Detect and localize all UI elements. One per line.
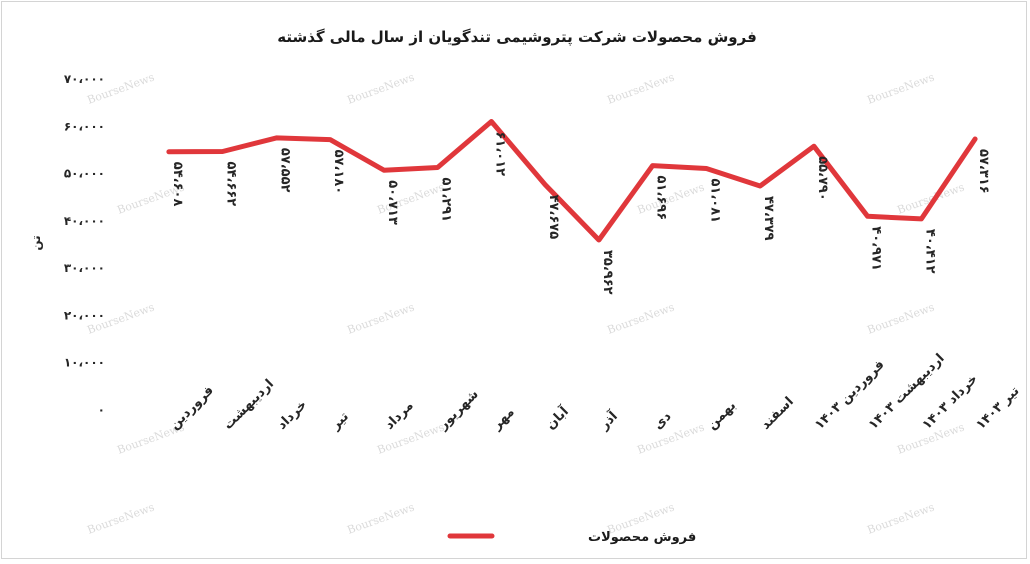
y-tick-label: ۲۰،۰۰۰ <box>64 308 105 322</box>
data-labels: ۵۴،۶۰۸ ۵۴،۶۶۲ ۵۷،۵۵۲ ۵۷،۱۸۰ ۵۰،۷۱۳ ۵۱،۲۹۱ ۶۱،۰… <box>170 132 991 295</box>
watermark-text: BourseNews <box>635 180 706 216</box>
data-label: ۶۱،۰۱۲ <box>492 132 507 177</box>
y-axis-ticks: ۰ ۱۰،۰۰۰ ۲۰،۰۰۰ ۳۰،۰۰۰ ۴۰،۰۰۰ ۵۰،۰۰۰ ۶۰،۰۰۰ ۷۰،… <box>64 72 105 417</box>
chart-title: فروش محصولات شرکت پتروشیمی تندگویان از س… <box>277 28 757 47</box>
x-tick-label: فروردین <box>167 383 217 433</box>
data-label: ۴۰،۹۷۱ <box>869 226 884 271</box>
data-label: ۵۷،۵۵۲ <box>277 148 292 193</box>
data-label: ۵۷،۳۱۶ <box>976 149 991 194</box>
x-tick-label: مرداد <box>382 398 417 433</box>
watermark-text: BourseNews <box>865 500 936 536</box>
data-label: ۵۴،۶۰۸ <box>170 162 185 207</box>
watermark-text: BourseNews <box>605 70 676 106</box>
series-layer <box>166 119 978 243</box>
data-label: ۵۵،۷۹۰ <box>815 156 830 201</box>
watermark-text: BourseNews <box>865 300 936 336</box>
data-label: ۳۵،۹۶۲ <box>600 250 615 295</box>
x-tick-label: شهریور <box>435 387 482 434</box>
x-tick-label: آبان <box>542 403 572 433</box>
y-tick-label: ۵۰،۰۰۰ <box>64 167 105 181</box>
data-label: ۵۴،۶۶۲ <box>224 162 239 207</box>
x-tick-label: تیر ۱۴۰۳ <box>973 384 1022 433</box>
y-tick-label: ۳۰،۰۰۰ <box>64 261 105 275</box>
watermark-text: BourseNews <box>345 70 416 106</box>
legend: فروش محصولات <box>447 530 696 545</box>
watermark-text: BourseNews <box>605 300 676 336</box>
data-label: ۵۱،۰۸۱ <box>707 178 722 223</box>
watermark-layer: BourseNews BourseNews BourseNews BourseNews… <box>85 70 966 536</box>
y-tick-label: ۷۰،۰۰۰ <box>64 72 105 86</box>
x-tick-label: خرداد <box>275 397 311 433</box>
data-label: ۵۱،۲۹۱ <box>439 177 454 222</box>
data-label: ۴۰،۴۱۲ <box>922 229 937 274</box>
x-tick-label: تیر <box>328 409 352 433</box>
watermark-text: BourseNews <box>85 500 156 536</box>
data-label: ۴۷،۳۷۹ <box>761 196 776 241</box>
x-tick-label: اسفند <box>758 394 796 432</box>
x-tick-label: آذر <box>595 407 621 433</box>
y-tick-label: ۶۰،۰۰۰ <box>64 119 105 133</box>
data-label: ۵۱،۶۹۶ <box>654 176 669 221</box>
y-tick-label: ۰ <box>98 403 105 417</box>
data-label: ۵۷،۱۸۰ <box>331 150 346 195</box>
watermark-text: BourseNews <box>345 300 416 336</box>
watermark-text: BourseNews <box>635 420 706 456</box>
legend-label: فروش محصولات <box>588 530 696 545</box>
x-tick-label: اردیبهشت <box>221 377 277 433</box>
y-axis-label: تن <box>29 235 43 250</box>
x-tick-label: خرداد ۱۴۰۳ <box>920 372 981 433</box>
x-tick-label: بهمن <box>705 398 740 433</box>
data-label: ۵۰،۷۱۳ <box>385 180 400 225</box>
watermark-text: BourseNews <box>865 70 936 106</box>
watermark-text: BourseNews <box>345 500 416 536</box>
series-line <box>166 119 978 243</box>
y-tick-label: ۴۰،۰۰۰ <box>64 214 105 228</box>
data-label: ۴۷،۶۷۵ <box>546 195 561 240</box>
x-tick-label: دی <box>651 409 675 433</box>
x-tick-label: مهر <box>489 405 518 434</box>
y-tick-label: ۱۰،۰۰۰ <box>64 356 105 370</box>
watermark-text: BourseNews <box>895 180 966 216</box>
